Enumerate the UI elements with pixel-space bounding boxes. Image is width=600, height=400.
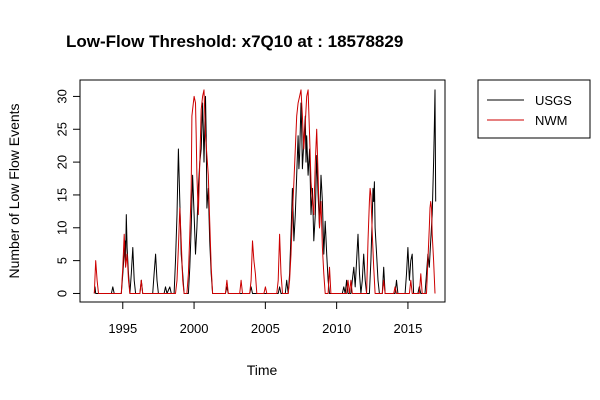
- legend-label-nwm: NWM: [535, 113, 568, 128]
- y-axis-label: Number of Low Flow Events: [6, 103, 22, 278]
- plot-area-box: [79, 79, 446, 303]
- y-tick-label-30: 30: [55, 89, 70, 103]
- y-tick-label-15: 15: [55, 188, 70, 202]
- x-tick-label-2015: 2015: [393, 321, 422, 336]
- y-tick-label-0: 0: [55, 290, 70, 297]
- y-tick-label-25: 25: [55, 122, 70, 136]
- y-tick-label-5: 5: [55, 257, 70, 264]
- x-axis-label: Time: [247, 362, 278, 378]
- legend-box: [477, 79, 591, 139]
- x-tick-label-2005: 2005: [251, 321, 280, 336]
- legend: USGS NWM: [477, 79, 591, 139]
- legend-label-usgs: USGS: [535, 93, 572, 108]
- y-axis: 0 5 10 15 20 25 30: [55, 89, 81, 297]
- y-tick-label-20: 20: [55, 155, 70, 169]
- x-tick-label-1995: 1995: [108, 321, 137, 336]
- series-line-usgs: [93, 89, 437, 294]
- x-tick-label-2000: 2000: [180, 321, 209, 336]
- x-tick-label-2010: 2010: [322, 321, 351, 336]
- series-line-nwm: [93, 89, 436, 294]
- series-layer: [93, 89, 437, 294]
- chart-title: Low-Flow Threshold: x7Q10 at : 18578829: [66, 32, 403, 51]
- y-tick-label-10: 10: [55, 221, 70, 235]
- x-axis: 1995 2000 2005 2010 2015: [108, 301, 422, 336]
